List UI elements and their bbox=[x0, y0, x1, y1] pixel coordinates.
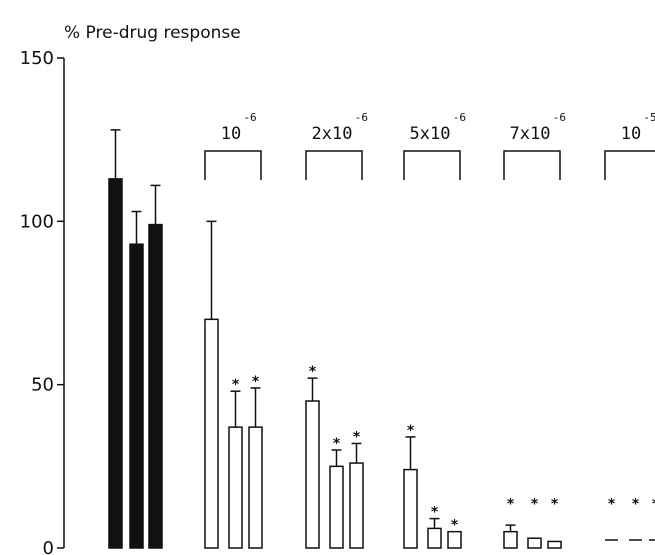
group-exponent: -6 bbox=[553, 111, 566, 124]
y-tick-label: 50 bbox=[31, 375, 54, 396]
y-tick-label: 0 bbox=[43, 538, 54, 555]
significance-star: * bbox=[652, 496, 655, 512]
significance-star: * bbox=[451, 518, 459, 534]
significance-star: * bbox=[431, 505, 439, 521]
group-bracket bbox=[604, 150, 655, 180]
y-tick-label: 150 bbox=[20, 48, 54, 69]
y-tick-label: 100 bbox=[20, 211, 54, 232]
treated-bar bbox=[248, 426, 263, 549]
treated-bar bbox=[349, 462, 364, 549]
control-bar bbox=[129, 243, 144, 549]
treated-bar bbox=[527, 537, 542, 549]
treated-bar bbox=[204, 318, 219, 549]
group-exponent: -6 bbox=[243, 111, 256, 124]
group-bracket bbox=[503, 150, 561, 180]
group-bracket bbox=[403, 150, 461, 180]
significance-star: * bbox=[333, 436, 341, 452]
control-bar bbox=[148, 223, 163, 549]
group-bracket bbox=[305, 150, 363, 180]
treated-bar bbox=[427, 527, 442, 549]
group-exponent: -5 bbox=[643, 111, 655, 124]
group-label: 5x10 bbox=[410, 124, 451, 144]
significance-star: * bbox=[407, 423, 415, 439]
significance-star: * bbox=[531, 496, 539, 512]
treated-bar bbox=[403, 468, 418, 549]
significance-star: * bbox=[507, 496, 515, 512]
significance-star: * bbox=[608, 496, 616, 512]
treated-bar bbox=[447, 530, 462, 549]
group-bracket bbox=[204, 150, 262, 180]
significance-star: * bbox=[353, 429, 361, 445]
y-axis-label: % Pre-drug response bbox=[64, 23, 241, 43]
treated-bar bbox=[228, 426, 243, 549]
control-bar bbox=[108, 178, 123, 549]
treated-bar bbox=[329, 465, 344, 549]
group-label: 10 bbox=[221, 124, 241, 144]
group-label: 7x10 bbox=[510, 124, 551, 144]
group-exponent: -6 bbox=[453, 111, 466, 124]
significance-star: * bbox=[551, 496, 559, 512]
group-label: 2x10 bbox=[312, 124, 353, 144]
significance-star: * bbox=[232, 377, 240, 393]
significance-star: * bbox=[309, 364, 317, 380]
y-axis: 0 50 100 150 bbox=[20, 48, 65, 555]
group-label: 10 bbox=[621, 124, 641, 144]
group-exponent: -6 bbox=[355, 111, 368, 124]
significance-star: * bbox=[252, 374, 260, 390]
treated-bar bbox=[547, 540, 562, 549]
significance-star: * bbox=[632, 496, 640, 512]
bars: * * * * * * * * * * * * * * bbox=[108, 129, 655, 549]
treated-bar bbox=[305, 400, 320, 549]
treated-bar bbox=[503, 530, 518, 549]
